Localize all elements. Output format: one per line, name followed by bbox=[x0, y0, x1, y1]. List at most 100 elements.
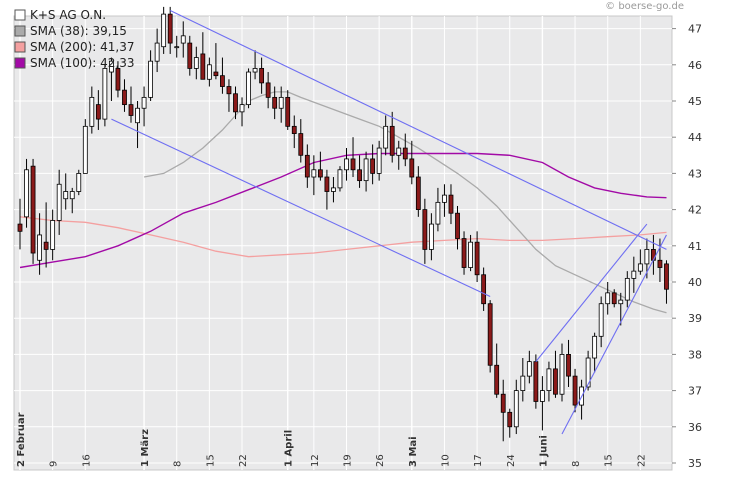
candle-body bbox=[272, 96, 278, 109]
candle-body bbox=[513, 390, 519, 428]
candle-body bbox=[592, 335, 598, 359]
candle-body bbox=[540, 390, 545, 402]
candle-body bbox=[193, 57, 199, 69]
candle-body bbox=[507, 411, 513, 428]
y-tick-label: 36 bbox=[688, 421, 702, 434]
chart-legend: K+S AG O.N. SMA (38): 39,15 SMA (200): 41,… bbox=[14, 8, 134, 70]
candle-body bbox=[553, 368, 558, 395]
candle-body bbox=[350, 158, 356, 171]
legend-swatch bbox=[14, 41, 26, 53]
x-axis: 2 Februar 9 16 1 März 8 15 22 1 April 12 19 26 3 Ma… bbox=[16, 412, 647, 467]
candle-body bbox=[520, 375, 526, 391]
candle-body bbox=[442, 194, 447, 203]
sma200-line bbox=[19, 216, 667, 258]
candle-body bbox=[200, 53, 206, 80]
candle-body bbox=[161, 13, 167, 48]
candle-body bbox=[17, 223, 23, 232]
candle-body bbox=[546, 368, 552, 392]
x-tick-label: 10 bbox=[440, 454, 451, 467]
candle-body bbox=[278, 96, 284, 109]
trendline bbox=[111, 118, 491, 297]
candle-body bbox=[370, 158, 376, 174]
candle-body bbox=[102, 68, 108, 120]
legend-label: SMA (200): 41,37 bbox=[30, 40, 134, 54]
candle-body bbox=[141, 96, 147, 109]
candle-body bbox=[455, 212, 460, 239]
candle-body bbox=[598, 303, 604, 337]
candle-body bbox=[56, 183, 62, 221]
x-tick-label: 15 bbox=[205, 454, 216, 467]
candle-body bbox=[396, 147, 402, 156]
indicator-lines bbox=[19, 91, 667, 314]
candle-body bbox=[422, 209, 428, 250]
candle-body bbox=[415, 176, 421, 211]
candle-body bbox=[89, 96, 95, 127]
candle-body bbox=[402, 147, 408, 160]
candle-body bbox=[559, 353, 565, 395]
candle-body bbox=[376, 147, 382, 174]
legend-swatch bbox=[14, 57, 26, 69]
x-tick-label: 19 bbox=[343, 454, 354, 467]
candle-body bbox=[357, 169, 362, 182]
candle-body bbox=[43, 241, 49, 250]
candle-body bbox=[566, 353, 571, 377]
candle-body bbox=[30, 165, 36, 254]
x-tick-label: 3 Mai bbox=[408, 436, 419, 467]
candle-body bbox=[409, 158, 415, 178]
candle-body bbox=[324, 176, 330, 192]
y-tick-label: 43 bbox=[688, 167, 702, 180]
candle-body bbox=[259, 68, 265, 84]
candle-body bbox=[344, 158, 349, 171]
candle-body bbox=[82, 125, 88, 174]
legend-label: SMA (100): 42,33 bbox=[30, 56, 134, 70]
legend-swatch bbox=[14, 9, 26, 21]
candles-group bbox=[17, 6, 669, 442]
candle-body bbox=[494, 364, 500, 395]
candle-body bbox=[265, 82, 271, 98]
x-tick-label: 16 bbox=[81, 454, 92, 467]
candle-body bbox=[657, 259, 663, 268]
trendline bbox=[169, 10, 667, 250]
trendline bbox=[535, 223, 648, 362]
candle-body bbox=[448, 194, 454, 214]
y-axis: 3536373839404142434445464748 bbox=[672, 23, 702, 470]
candle-body bbox=[337, 169, 343, 189]
candle-body bbox=[187, 42, 193, 69]
candle-body bbox=[148, 60, 154, 98]
x-tick-label: 17 bbox=[473, 454, 484, 467]
candle-body bbox=[435, 201, 441, 225]
y-tick-label: 38 bbox=[688, 348, 702, 361]
candle-body bbox=[180, 35, 186, 44]
candle-body bbox=[481, 274, 487, 305]
candle-body bbox=[220, 75, 225, 87]
candle-body bbox=[611, 292, 617, 305]
candle-body bbox=[572, 375, 578, 406]
sma38-line bbox=[143, 91, 667, 314]
trendline bbox=[561, 234, 667, 435]
candle-body bbox=[128, 104, 134, 116]
candle-body bbox=[664, 263, 669, 290]
y-tick-label: 47 bbox=[688, 23, 702, 36]
candle-body bbox=[37, 234, 42, 261]
candle-body bbox=[115, 68, 121, 91]
candle-body bbox=[500, 393, 506, 413]
candle-body bbox=[246, 71, 251, 106]
y-tick-label: 46 bbox=[688, 59, 702, 72]
candle-body bbox=[585, 357, 591, 388]
x-tick-label: 22 bbox=[238, 454, 249, 467]
y-tick-label: 35 bbox=[688, 457, 702, 470]
x-tick-label: 2 Februar bbox=[16, 412, 27, 467]
candle-body bbox=[122, 89, 127, 106]
candle-body bbox=[154, 42, 160, 62]
x-tick-label: 15 bbox=[604, 454, 615, 467]
legend-label: SMA (38): 39,15 bbox=[30, 24, 127, 38]
candle-body bbox=[213, 71, 219, 77]
legend-label: K+S AG O.N. bbox=[30, 8, 106, 22]
candle-body bbox=[291, 125, 297, 134]
x-tick-label: 1 Juni bbox=[538, 435, 549, 467]
candle-body bbox=[631, 270, 637, 279]
candle-body bbox=[24, 169, 29, 218]
candle-body bbox=[644, 249, 650, 265]
candle-body bbox=[363, 158, 369, 182]
